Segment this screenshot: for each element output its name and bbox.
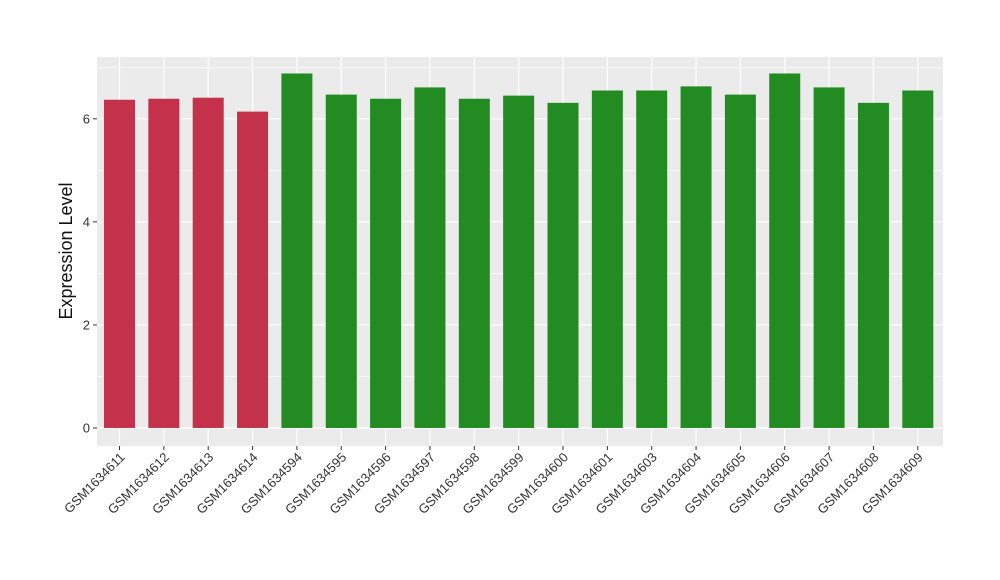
x-axis: GSM1634611GSM1634612GSM1634613GSM1634614… (61, 446, 926, 517)
y-axis: 0 2 4 6 (83, 111, 97, 435)
bar-gsm1634595 (325, 94, 357, 428)
bar-gsm1634611 (104, 99, 135, 428)
bar-gsm1634614 (237, 111, 269, 428)
bar-gsm1634599 (503, 95, 535, 428)
bar-gsm1634600 (547, 102, 579, 428)
bar-gsm1634606 (769, 73, 801, 428)
y-tick-label: 0 (83, 420, 90, 435)
y-axis-title: Expression Level (56, 182, 76, 319)
bar-gsm1634605 (724, 94, 756, 428)
y-tick-label: 2 (83, 317, 90, 332)
bar-gsm1634604 (680, 86, 712, 428)
bar-gsm1634609 (902, 90, 934, 428)
y-tick-label: 6 (83, 111, 90, 126)
y-tick-label: 4 (83, 214, 90, 229)
bar-gsm1634612 (148, 98, 180, 428)
bar-gsm1634603 (636, 90, 668, 428)
bar-gsm1634601 (591, 90, 623, 428)
bar-gsm1634597 (414, 87, 446, 428)
bar-gsm1634607 (813, 87, 845, 428)
bar-gsm1634598 (458, 98, 490, 428)
bars (104, 73, 934, 428)
bar-gsm1634594 (281, 73, 313, 428)
bar-gsm1634608 (857, 102, 889, 428)
bar-gsm1634596 (370, 98, 402, 428)
bar-gsm1634613 (192, 97, 224, 428)
